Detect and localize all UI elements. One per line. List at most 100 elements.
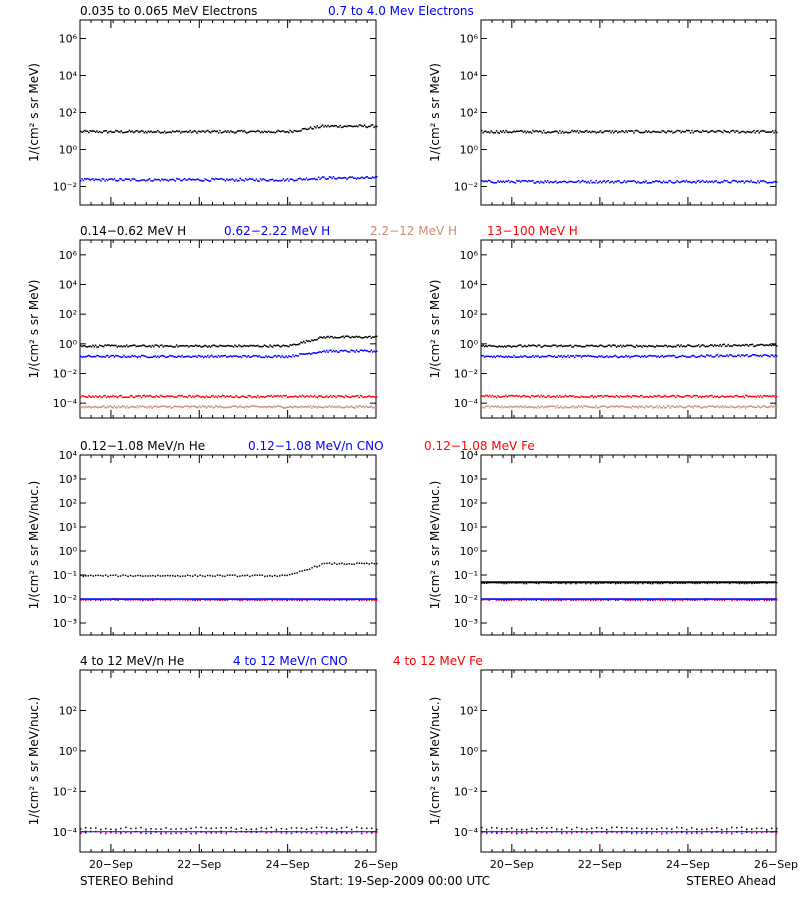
- data-point: [290, 406, 293, 408]
- data-point: [241, 574, 244, 577]
- data-point: [227, 406, 229, 408]
- data-point: [212, 356, 214, 358]
- data-point: [253, 130, 255, 133]
- data-point: [553, 395, 556, 398]
- data-point: [232, 131, 235, 133]
- data-point: [741, 826, 743, 829]
- data-point: [180, 827, 182, 830]
- data-point: [306, 599, 308, 601]
- data-point: [244, 574, 246, 577]
- data-point: [639, 131, 642, 134]
- data-point: [289, 178, 291, 180]
- data-point: [376, 335, 378, 338]
- data-point: [595, 345, 597, 347]
- data-point: [220, 355, 223, 357]
- data-point: [247, 355, 250, 357]
- data-point: [201, 355, 204, 357]
- data-point: [280, 346, 282, 348]
- data-point: [561, 130, 564, 133]
- data-point: [776, 345, 778, 347]
- data-point: [502, 180, 505, 183]
- data-point: [358, 124, 360, 126]
- data-point: [759, 395, 762, 397]
- data-point: [544, 344, 546, 347]
- data-point: [166, 406, 169, 408]
- data-point: [532, 179, 534, 182]
- data-point: [685, 356, 688, 358]
- data-point: [216, 356, 219, 359]
- data-point: [563, 396, 565, 398]
- data-point: [271, 599, 274, 602]
- data-point: [275, 405, 278, 407]
- data-point: [338, 405, 340, 407]
- data-point: [637, 407, 639, 409]
- data-point: [369, 335, 371, 338]
- data-point: [330, 125, 332, 127]
- data-point: [591, 831, 593, 834]
- data-point: [711, 405, 713, 408]
- data-point: [204, 405, 206, 408]
- data-point: [139, 130, 141, 133]
- y-tick-label: 10²: [460, 497, 478, 510]
- data-point: [184, 575, 186, 577]
- data-point: [243, 407, 246, 409]
- data-point: [84, 599, 87, 602]
- data-point: [265, 827, 268, 830]
- data-point: [144, 395, 147, 398]
- data-point: [151, 344, 154, 347]
- data-point: [92, 178, 94, 180]
- data-point: [580, 599, 582, 601]
- data-point: [171, 406, 174, 409]
- data-point: [361, 395, 363, 397]
- data-point: [719, 130, 721, 132]
- data-point: [520, 181, 522, 183]
- data-point: [297, 406, 300, 409]
- data-point: [157, 406, 159, 408]
- data-point: [312, 177, 314, 180]
- data-point: [647, 599, 649, 602]
- data-point: [750, 343, 752, 346]
- data-point: [560, 344, 562, 347]
- data-point: [308, 178, 310, 181]
- data-point: [661, 354, 664, 357]
- data-point: [751, 599, 753, 602]
- data-point: [642, 406, 645, 409]
- data-point: [742, 130, 744, 133]
- data-point: [498, 406, 501, 409]
- data-point: [571, 355, 573, 358]
- data-point: [361, 349, 363, 352]
- data-point: [487, 395, 490, 398]
- data-point: [586, 344, 588, 347]
- data-point: [109, 405, 112, 407]
- data-point: [580, 405, 583, 407]
- data-point: [161, 178, 163, 180]
- data-point: [286, 396, 289, 399]
- data-point: [677, 395, 680, 397]
- data-point: [761, 396, 763, 399]
- data-point: [765, 181, 767, 183]
- data-point: [328, 126, 331, 128]
- data-point: [704, 395, 707, 398]
- data-point: [100, 406, 102, 409]
- data-point: [362, 396, 364, 399]
- data-point: [766, 395, 769, 397]
- data-point: [120, 406, 123, 408]
- data-point: [530, 180, 533, 182]
- data-point: [482, 354, 484, 357]
- data-point: [215, 345, 217, 347]
- data-point: [255, 405, 258, 408]
- data-point: [591, 827, 593, 830]
- data-point: [693, 130, 696, 133]
- data-point: [736, 181, 739, 184]
- data-point: [681, 396, 684, 398]
- data-point: [281, 355, 283, 357]
- y-tick-label: 10⁶: [59, 33, 78, 46]
- data-point: [198, 344, 201, 347]
- data-point: [253, 179, 255, 181]
- data-point: [221, 394, 224, 397]
- data-point: [639, 406, 642, 408]
- data-point: [84, 406, 86, 409]
- data-point: [600, 182, 603, 184]
- data-point: [625, 406, 627, 408]
- data-point: [234, 132, 236, 134]
